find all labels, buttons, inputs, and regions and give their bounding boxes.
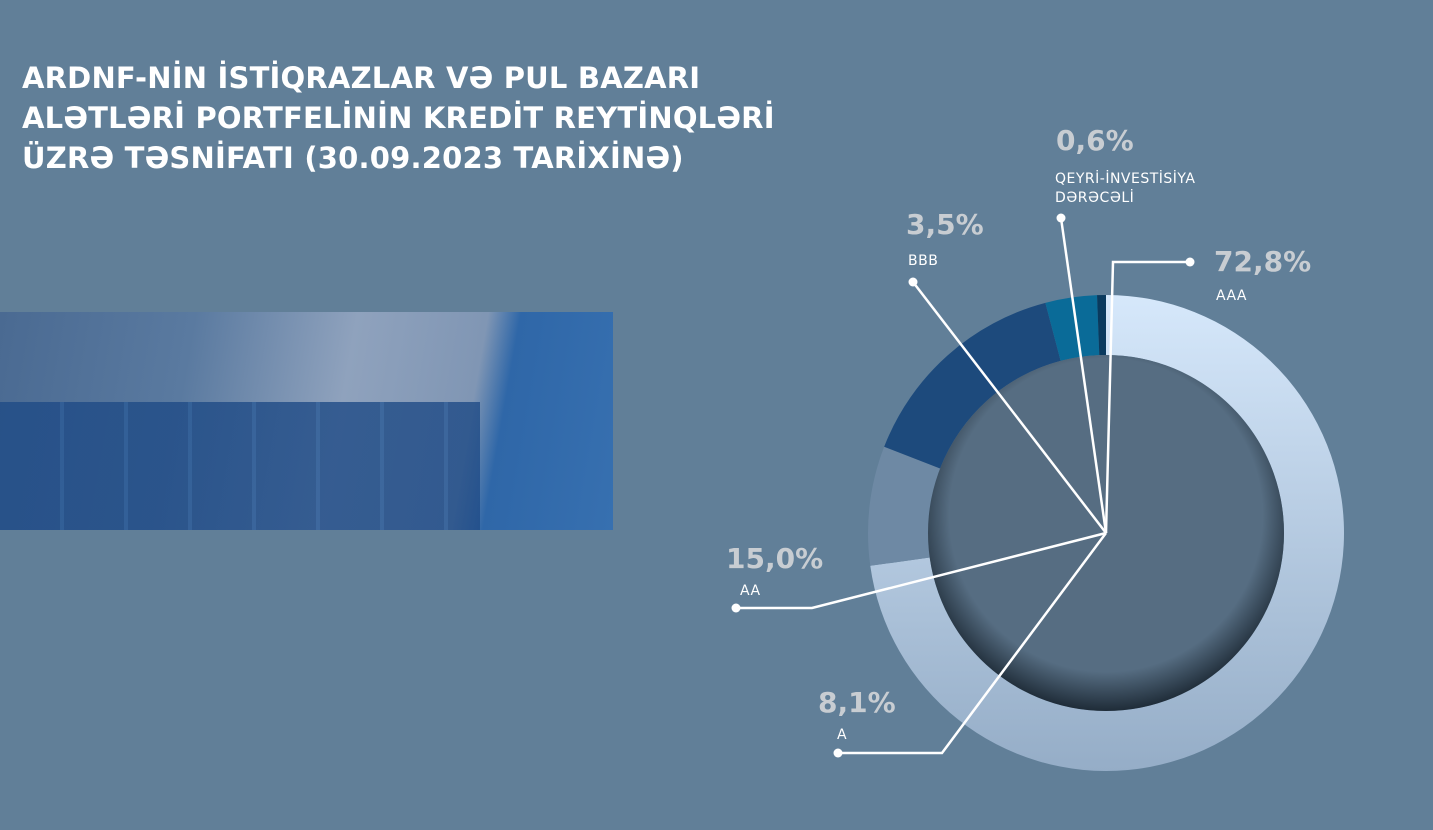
- value-label-aaa: 72,8%: [1214, 245, 1312, 278]
- label-line: DƏRƏCƏLİ: [1055, 190, 1135, 206]
- label-line: QEYRİ-İNVESTİSİYA: [1055, 171, 1196, 187]
- slice-label-non-investment: QEYRİ-İNVESTİSİYA DƏRƏCƏLİ: [1055, 170, 1195, 208]
- leader-dot: [1056, 213, 1066, 223]
- slice-label-aaa: AAA: [1216, 288, 1248, 304]
- title-line: ALƏTLƏRİ PORTFELİNİN KREDİT REYTİNQLƏRİ: [22, 101, 775, 135]
- value-label-a: 8,1%: [818, 686, 896, 719]
- value-label-non-investment: 0,6%: [1056, 124, 1134, 157]
- leader-line: [1059, 217, 1108, 534]
- title-line: ARDNF-NİN İSTİQRAZLAR VƏ PUL BAZARI: [22, 61, 701, 95]
- leader-line: [838, 532, 1108, 755]
- chart-title: ARDNF-NİN İSTİQRAZLAR VƏ PUL BAZARI ALƏT…: [22, 58, 775, 178]
- value-label-aa: 15,0%: [726, 542, 824, 575]
- slice-a: [868, 446, 941, 566]
- value-label-bbb: 3,5%: [906, 208, 984, 241]
- leader-dot: [731, 603, 741, 613]
- building-photo: [0, 312, 613, 530]
- leader-line: [736, 531, 1107, 610]
- title-line: ÜZRƏ TƏSNİFATI (30.09.2023 TARİXİNƏ): [22, 141, 684, 175]
- slice-label-a: A: [837, 727, 848, 743]
- slice-bbb: [1045, 295, 1100, 361]
- slice-label-bbb: BBB: [908, 253, 939, 269]
- leader-dot: [833, 748, 843, 758]
- leader-line: [912, 281, 1107, 534]
- leader-dot: [908, 277, 918, 287]
- slice-qeyri-i-nvesti-si-ya-d-r-c-li-: [1097, 295, 1106, 356]
- slice-label-aa: AA: [740, 583, 761, 599]
- leader-line: [1104, 260, 1190, 534]
- slice-aa: [884, 302, 1061, 469]
- leader-dot: [1185, 257, 1195, 267]
